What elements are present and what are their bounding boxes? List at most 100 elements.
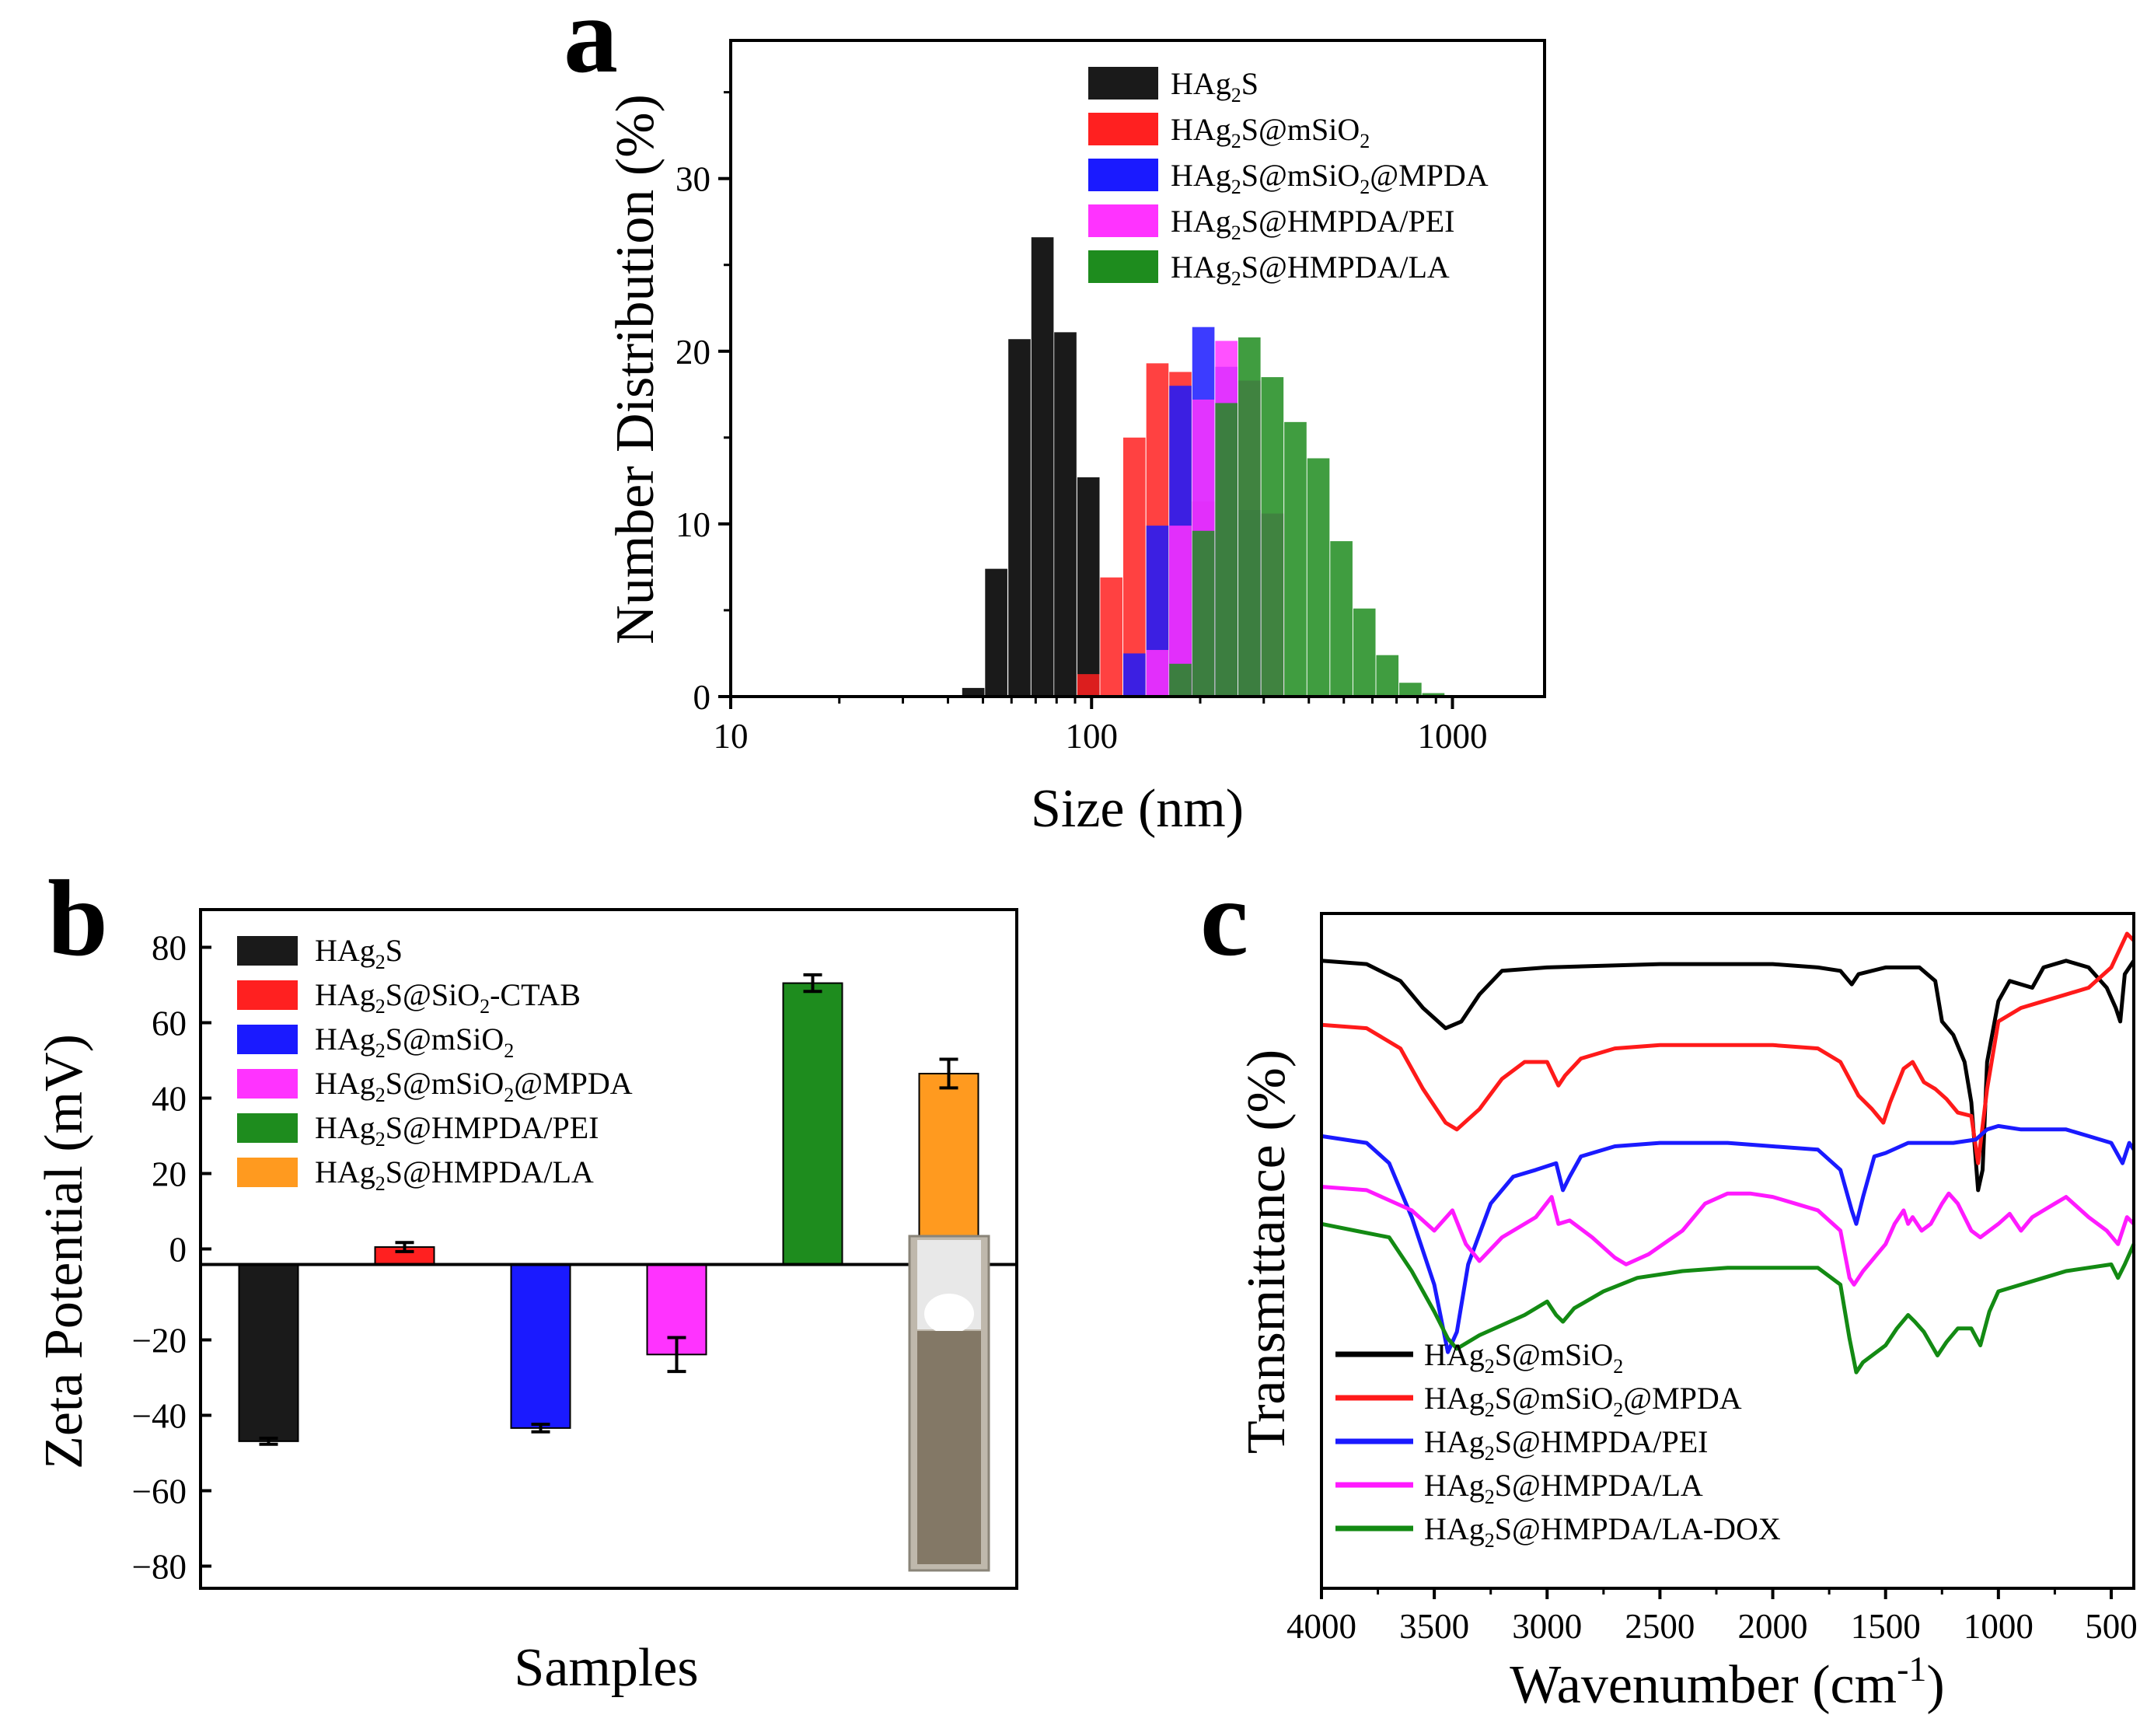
legend-label: HAg2S@HMPDA/LA bbox=[1171, 250, 1450, 290]
y-tick-label: 60 bbox=[152, 1004, 187, 1043]
histogram-bar-hag2s-1 bbox=[985, 568, 1007, 697]
legend-label: HAg2S@HMPDA/PEI bbox=[1424, 1424, 1708, 1465]
legend-swatch bbox=[1088, 113, 1158, 145]
y-tick-label: 20 bbox=[152, 1155, 187, 1194]
panel-c-y-axis-title: Transmittance (%) bbox=[1237, 1050, 1297, 1454]
y-tick-label: 80 bbox=[152, 929, 187, 968]
legend-label: HAg2S@HMPDA/LA bbox=[1424, 1468, 1703, 1508]
histogram-bar-hag2s-hmpda-la-2 bbox=[1215, 403, 1238, 697]
legend-label: HAg2S@mSiO2@MPDA bbox=[315, 1066, 633, 1106]
legend-swatch bbox=[237, 1113, 298, 1143]
x-tick-label: 4000 bbox=[1286, 1607, 1356, 1646]
legend-label: HAg2S@HMPDA/PEI bbox=[1171, 204, 1454, 244]
y-tick-label: −40 bbox=[132, 1397, 187, 1436]
panel-b-bars bbox=[201, 973, 1017, 1446]
cuvette-liquid bbox=[917, 1331, 981, 1564]
histogram-bar-hag2s-hmpda-la-3 bbox=[1238, 337, 1261, 697]
histogram-bar-hag2s-hmpda-la-8 bbox=[1353, 608, 1376, 697]
legend-swatch bbox=[237, 1025, 298, 1054]
x-tick-label: 10 bbox=[714, 717, 749, 756]
legend-label: HAg2S bbox=[1171, 66, 1259, 107]
histogram-bar-hag2s-msio2-mpda-0 bbox=[1122, 653, 1146, 697]
y-tick-label: −60 bbox=[132, 1472, 187, 1511]
zeta-bar-0 bbox=[238, 1263, 299, 1442]
zeta-bar-2 bbox=[510, 1263, 571, 1429]
x-tick-label: 2000 bbox=[1738, 1607, 1808, 1646]
histogram-bar-hag2s-5 bbox=[1077, 477, 1100, 697]
y-tick-label: 10 bbox=[676, 505, 710, 544]
histogram-bar-hag2s-hmpda-pei-0 bbox=[1146, 650, 1169, 697]
y-tick-label: 0 bbox=[693, 678, 711, 717]
legend-label: HAg2S@HMPDA/PEI bbox=[315, 1110, 599, 1151]
panel-b-bar-chart: −80 −60 −40 −20 0 20 40 60 80 HAg2SHAg2S@SiO2-CT… bbox=[34, 908, 1018, 1698]
legend-label: HAg2S bbox=[315, 933, 403, 973]
histogram-bar-hag2s-msio2-0 bbox=[1077, 674, 1100, 697]
y-tick-label: 20 bbox=[676, 333, 710, 372]
panel-letter-b: b bbox=[47, 858, 108, 979]
cuvette-edge bbox=[908, 1235, 990, 1572]
legend-label: HAg2S@SiO2-CTAB bbox=[315, 977, 581, 1018]
panel-letter-a: a bbox=[564, 0, 618, 96]
histogram-bar-hag2s-hmpda-la-4 bbox=[1261, 377, 1284, 697]
spectrum-line-hag2s-hmpda-la-dox bbox=[1321, 1221, 2136, 1374]
panel-a-x-axis-title: Size (nm) bbox=[1031, 779, 1244, 839]
panel-c-lines bbox=[1321, 931, 2136, 1374]
spectrum-line-hag2s-hmpda-pei bbox=[1321, 1123, 2136, 1354]
panel-b-legend: HAg2SHAg2S@SiO2-CTABHAg2S@mSiO2HAg2S@mSi… bbox=[237, 933, 633, 1195]
histogram-bar-hag2s-hmpda-la-1 bbox=[1192, 530, 1215, 697]
legend-label: HAg2S@mSiO2 bbox=[1171, 112, 1370, 152]
panel-c-legend: HAg2S@mSiO2HAg2S@mSiO2@MPDAHAg2S@HMPDA/P… bbox=[1335, 1337, 1781, 1552]
histogram-bar-hag2s-4 bbox=[1054, 332, 1077, 697]
y-tick-label: 0 bbox=[169, 1231, 187, 1270]
legend-label: HAg2S@mSiO2@MPDA bbox=[1424, 1381, 1742, 1421]
histogram-bar-hag2s-msio2-1 bbox=[1100, 577, 1123, 697]
panel-c-ticks: 4000 3500 3000 2500 2000 1500 1000 500 bbox=[1286, 1588, 2138, 1646]
histogram-bar-hag2s-hmpda-la-11 bbox=[1422, 693, 1445, 697]
panel-b-y-axis-title: Zeta Potential (mV) bbox=[34, 1034, 94, 1469]
panel-a-bars bbox=[962, 237, 1445, 697]
histogram-bar-hag2s-3 bbox=[1031, 237, 1054, 697]
zeta-bar-4 bbox=[782, 982, 843, 1266]
x-tick-label: 1000 bbox=[1964, 1607, 2034, 1646]
legend-swatch bbox=[1088, 67, 1158, 100]
panel-letter-c: c bbox=[1200, 858, 1248, 979]
panel-a-frame bbox=[729, 39, 1546, 698]
y-tick-label: −80 bbox=[132, 1548, 187, 1587]
y-tick-label: −20 bbox=[132, 1322, 187, 1361]
panel-a-y-axis-title: Number Distribution (%) bbox=[606, 94, 665, 644]
panel-b-cuvette-photo bbox=[908, 1235, 990, 1572]
panel-c-x-axis-title: Wavenumber (cm-1) bbox=[1510, 1649, 1944, 1715]
histogram-bar-hag2s-2 bbox=[1008, 339, 1031, 697]
legend-label: HAg2S@mSiO2 bbox=[315, 1022, 514, 1062]
legend-swatch bbox=[237, 980, 298, 1010]
y-tick-label: 30 bbox=[676, 160, 710, 199]
histogram-bar-hag2s-hmpda-la-10 bbox=[1399, 683, 1422, 697]
x-tick-label: 3500 bbox=[1399, 1607, 1469, 1646]
legend-swatch bbox=[237, 1158, 298, 1187]
legend-label: HAg2S@mSiO2@MPDA bbox=[1171, 158, 1489, 198]
zeta-bar-5 bbox=[918, 1072, 979, 1266]
x-tick-label: 2500 bbox=[1625, 1607, 1695, 1646]
legend-swatch bbox=[237, 1069, 298, 1099]
x-tick-label: 100 bbox=[1065, 717, 1118, 756]
histogram-bar-hag2s-hmpda-la-9 bbox=[1376, 655, 1399, 697]
x-tick-label: 1000 bbox=[1417, 717, 1487, 756]
spectrum-line-hag2s-msio2 bbox=[1321, 959, 2136, 1193]
x-tick-label: 3000 bbox=[1512, 1607, 1582, 1646]
panel-a-legend: HAg2S HAg2S@mSiO2 HAg2S@mSiO2@MPDA HAg2S@HM… bbox=[1088, 66, 1489, 290]
legend-label: HAg2S@mSiO2 bbox=[1424, 1337, 1623, 1378]
y-tick-label: 40 bbox=[152, 1080, 187, 1119]
legend-swatch bbox=[1088, 159, 1158, 191]
panel-b-ticks: −80 −60 −40 −20 0 20 40 60 80 bbox=[132, 929, 211, 1587]
panel-c-ftir-chart: 4000 3500 3000 2500 2000 1500 1000 500 HAg2S@mS… bbox=[1237, 912, 2138, 1715]
histogram-bar-hag2s-hmpda-la-6 bbox=[1307, 458, 1330, 697]
spectrum-line-hag2s-msio2-mpda bbox=[1321, 931, 2135, 1165]
histogram-bar-hag2s-hmpda-la-0 bbox=[1169, 663, 1192, 697]
histogram-bar-hag2s-0 bbox=[962, 687, 985, 697]
histogram-bar-hag2s-hmpda-la-7 bbox=[1330, 541, 1353, 697]
x-tick-label: 1500 bbox=[1851, 1607, 1921, 1646]
legend-swatch bbox=[1088, 204, 1158, 237]
